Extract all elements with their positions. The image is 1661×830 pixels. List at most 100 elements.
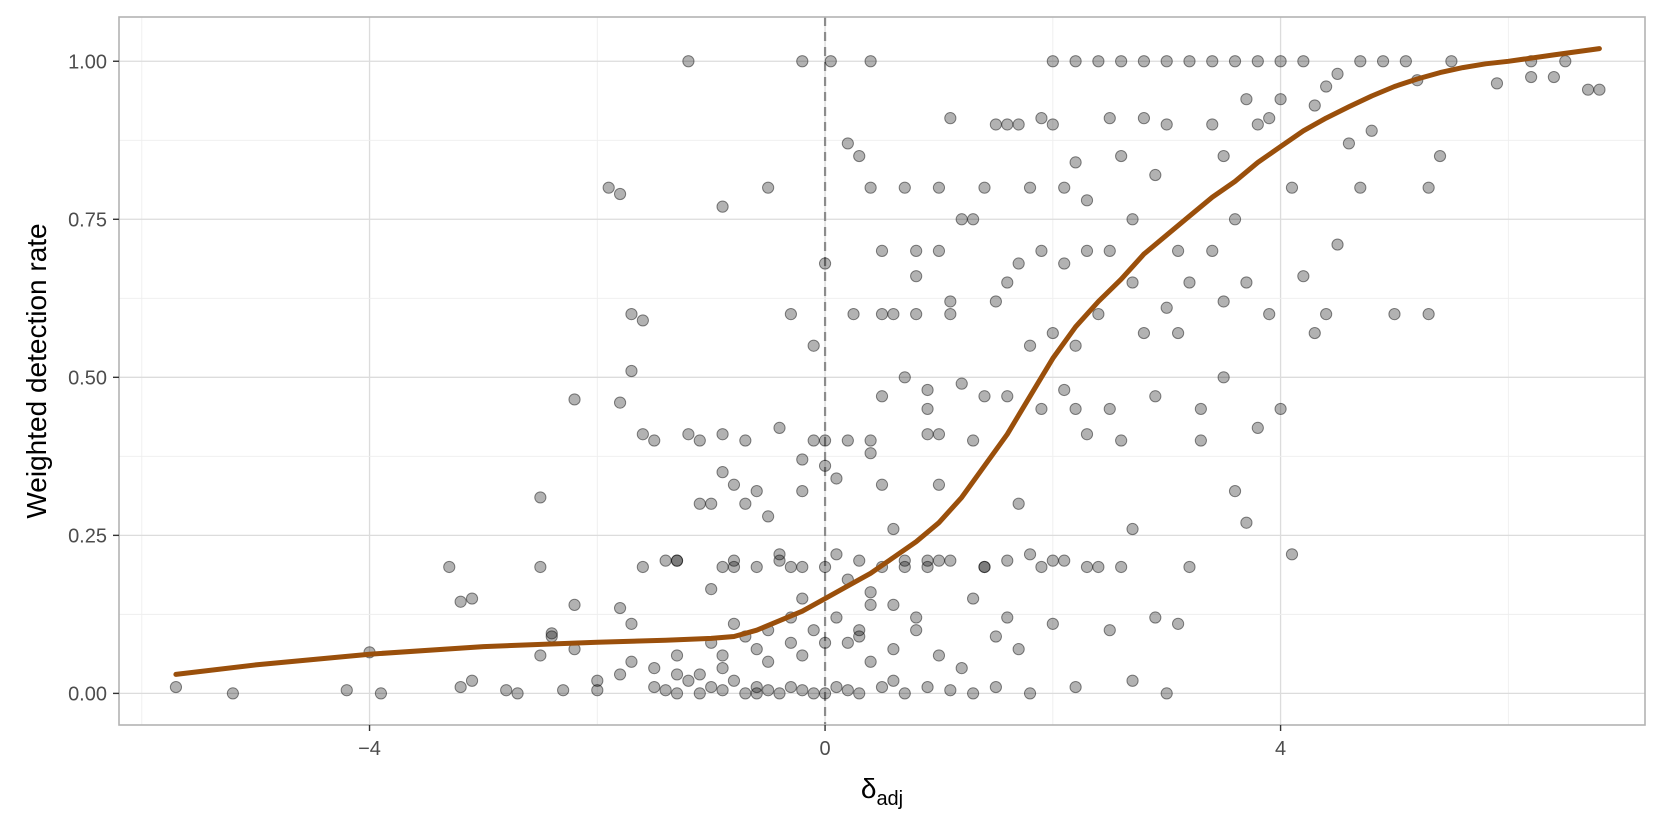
data-point [1274, 55, 1287, 68]
data-point [705, 680, 718, 694]
data-point [762, 684, 775, 697]
y-tick-label: 0.50 [68, 367, 107, 389]
data-point [1001, 118, 1014, 131]
data-point [1103, 624, 1116, 637]
data-point [1490, 77, 1504, 90]
data-point [1194, 402, 1207, 416]
data-point [818, 687, 832, 700]
data-point [853, 554, 866, 567]
data-point [1183, 276, 1196, 289]
data-point [1046, 554, 1059, 567]
x-axis-title-subscript: adj [876, 788, 903, 810]
data-point [1422, 308, 1435, 321]
data-point [727, 478, 741, 491]
data-point [864, 55, 877, 68]
data-point [978, 181, 991, 194]
data-point [841, 684, 854, 697]
data-point [1274, 402, 1287, 416]
data-point [818, 560, 832, 574]
data-point [534, 491, 547, 504]
data-point [591, 684, 604, 697]
data-point [1069, 55, 1082, 68]
data-point [727, 674, 741, 687]
data-point [1263, 308, 1276, 321]
y-tick-label: 0.00 [68, 683, 107, 705]
data-point [1069, 156, 1082, 169]
data-point [944, 295, 957, 308]
data-point [1023, 548, 1037, 561]
data-point [830, 611, 843, 624]
data-point [921, 428, 934, 441]
data-point [1092, 308, 1105, 321]
data-point [1012, 643, 1025, 656]
data-point [898, 560, 911, 574]
data-point [910, 270, 923, 283]
data-point [534, 560, 547, 574]
data-point [465, 592, 479, 605]
data-point [659, 684, 672, 697]
data-point [1137, 326, 1151, 340]
data-point [1285, 548, 1299, 561]
data-point [989, 680, 1002, 694]
data-point [978, 390, 991, 403]
data-point [1194, 434, 1207, 447]
data-point [727, 554, 741, 567]
data-point [1581, 83, 1595, 96]
data-point [716, 649, 729, 662]
data-point [625, 655, 638, 668]
data-point [824, 55, 837, 68]
data-point [784, 680, 797, 694]
data-point [716, 466, 729, 479]
data-point [955, 377, 968, 390]
data-point [864, 434, 877, 447]
data-point [1399, 55, 1412, 68]
data-point [727, 617, 741, 630]
data-point [944, 554, 957, 567]
data-point [1103, 402, 1116, 416]
data-point [750, 485, 763, 498]
data-point [932, 428, 946, 441]
data-point [1023, 339, 1037, 352]
data-point [921, 560, 934, 574]
data-point [830, 472, 843, 485]
data-point [921, 383, 934, 397]
data-point [705, 582, 718, 596]
data-point [1251, 421, 1264, 434]
x-tick-label: 4 [1275, 738, 1286, 760]
data-point [773, 421, 786, 434]
data-point [978, 560, 991, 574]
data-point [1058, 554, 1071, 567]
data-point [1069, 339, 1082, 352]
data-point [1183, 55, 1196, 68]
data-point [739, 687, 752, 700]
data-point [534, 649, 547, 662]
data-point [921, 680, 934, 694]
data-point [864, 655, 877, 668]
data-point [773, 554, 786, 567]
data-point [864, 598, 877, 611]
y-tick-label: 0.75 [68, 209, 107, 231]
data-point [750, 560, 763, 574]
data-point [898, 371, 911, 384]
data-point [967, 592, 980, 605]
data-point [875, 680, 889, 694]
data-point [374, 687, 388, 700]
data-point [853, 149, 866, 163]
data-point [932, 181, 946, 194]
data-point [739, 434, 752, 447]
data-point [739, 497, 752, 510]
data-point [796, 649, 809, 662]
data-point [1001, 390, 1014, 403]
data-point [807, 339, 820, 352]
data-point [932, 649, 946, 662]
x-axis-title-symbol: δ [861, 773, 877, 804]
data-point [716, 560, 729, 574]
data-point [1308, 326, 1321, 340]
data-point [818, 636, 832, 649]
data-point [1035, 112, 1048, 125]
data-point [818, 459, 832, 472]
data-point [613, 668, 627, 681]
data-point [716, 684, 729, 697]
data-point [910, 244, 923, 257]
y-tick-label: 1.00 [68, 51, 107, 73]
